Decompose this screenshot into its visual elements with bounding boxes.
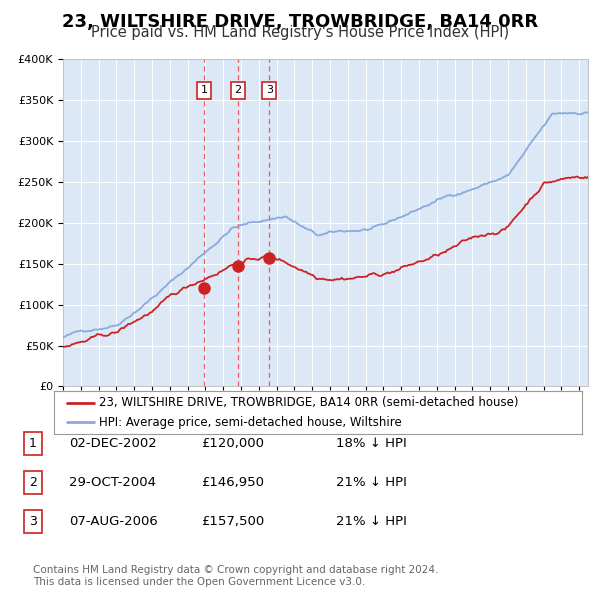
Text: 2: 2: [235, 85, 242, 95]
Text: 2: 2: [29, 476, 37, 489]
Text: 21% ↓ HPI: 21% ↓ HPI: [336, 515, 407, 528]
Text: Contains HM Land Registry data © Crown copyright and database right 2024.
This d: Contains HM Land Registry data © Crown c…: [33, 565, 439, 587]
Text: £157,500: £157,500: [201, 515, 264, 528]
Text: 1: 1: [29, 437, 37, 450]
Text: 02-DEC-2002: 02-DEC-2002: [69, 437, 157, 450]
Text: 21% ↓ HPI: 21% ↓ HPI: [336, 476, 407, 489]
Text: 1: 1: [200, 85, 208, 95]
Text: 3: 3: [266, 85, 273, 95]
Text: HPI: Average price, semi-detached house, Wiltshire: HPI: Average price, semi-detached house,…: [99, 416, 401, 429]
Text: 18% ↓ HPI: 18% ↓ HPI: [336, 437, 407, 450]
Text: Price paid vs. HM Land Registry's House Price Index (HPI): Price paid vs. HM Land Registry's House …: [91, 25, 509, 40]
Text: 07-AUG-2006: 07-AUG-2006: [69, 515, 158, 528]
Text: 23, WILTSHIRE DRIVE, TROWBRIDGE, BA14 0RR: 23, WILTSHIRE DRIVE, TROWBRIDGE, BA14 0R…: [62, 13, 538, 31]
Text: 3: 3: [29, 515, 37, 528]
Text: £120,000: £120,000: [201, 437, 264, 450]
Text: £146,950: £146,950: [201, 476, 264, 489]
Text: 29-OCT-2004: 29-OCT-2004: [69, 476, 156, 489]
Text: 23, WILTSHIRE DRIVE, TROWBRIDGE, BA14 0RR (semi-detached house): 23, WILTSHIRE DRIVE, TROWBRIDGE, BA14 0R…: [99, 396, 518, 409]
